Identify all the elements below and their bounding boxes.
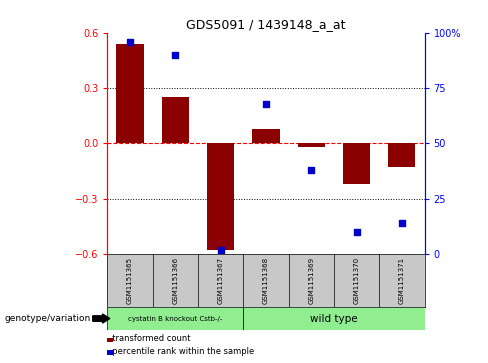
Text: cystatin B knockout Cstb-/-: cystatin B knockout Cstb-/- xyxy=(128,315,223,322)
Text: GSM1151365: GSM1151365 xyxy=(127,257,133,304)
Point xyxy=(307,167,315,173)
Text: GSM1151371: GSM1151371 xyxy=(399,257,405,304)
Bar xyxy=(207,143,234,250)
Point xyxy=(171,52,179,58)
Text: percentile rank within the sample: percentile rank within the sample xyxy=(107,347,255,356)
Bar xyxy=(343,143,370,184)
Bar xyxy=(388,143,415,167)
Text: GSM1151370: GSM1151370 xyxy=(354,257,360,304)
Point xyxy=(262,101,270,106)
Point xyxy=(353,229,361,235)
Bar xyxy=(252,129,280,143)
Text: GSM1151367: GSM1151367 xyxy=(218,257,224,304)
Bar xyxy=(298,143,325,147)
Text: GSM1151369: GSM1151369 xyxy=(308,257,314,304)
Bar xyxy=(107,307,244,330)
Text: GSM1151368: GSM1151368 xyxy=(263,257,269,304)
Point xyxy=(217,247,224,253)
Text: GSM1151366: GSM1151366 xyxy=(172,257,178,304)
Point xyxy=(398,220,406,226)
Bar xyxy=(244,307,425,330)
Text: genotype/variation: genotype/variation xyxy=(5,314,91,323)
Bar xyxy=(117,44,143,143)
Text: transformed count: transformed count xyxy=(107,334,191,343)
Title: GDS5091 / 1439148_a_at: GDS5091 / 1439148_a_at xyxy=(186,19,346,32)
Text: wild type: wild type xyxy=(310,314,358,323)
Bar xyxy=(162,97,189,143)
Point xyxy=(126,38,134,44)
